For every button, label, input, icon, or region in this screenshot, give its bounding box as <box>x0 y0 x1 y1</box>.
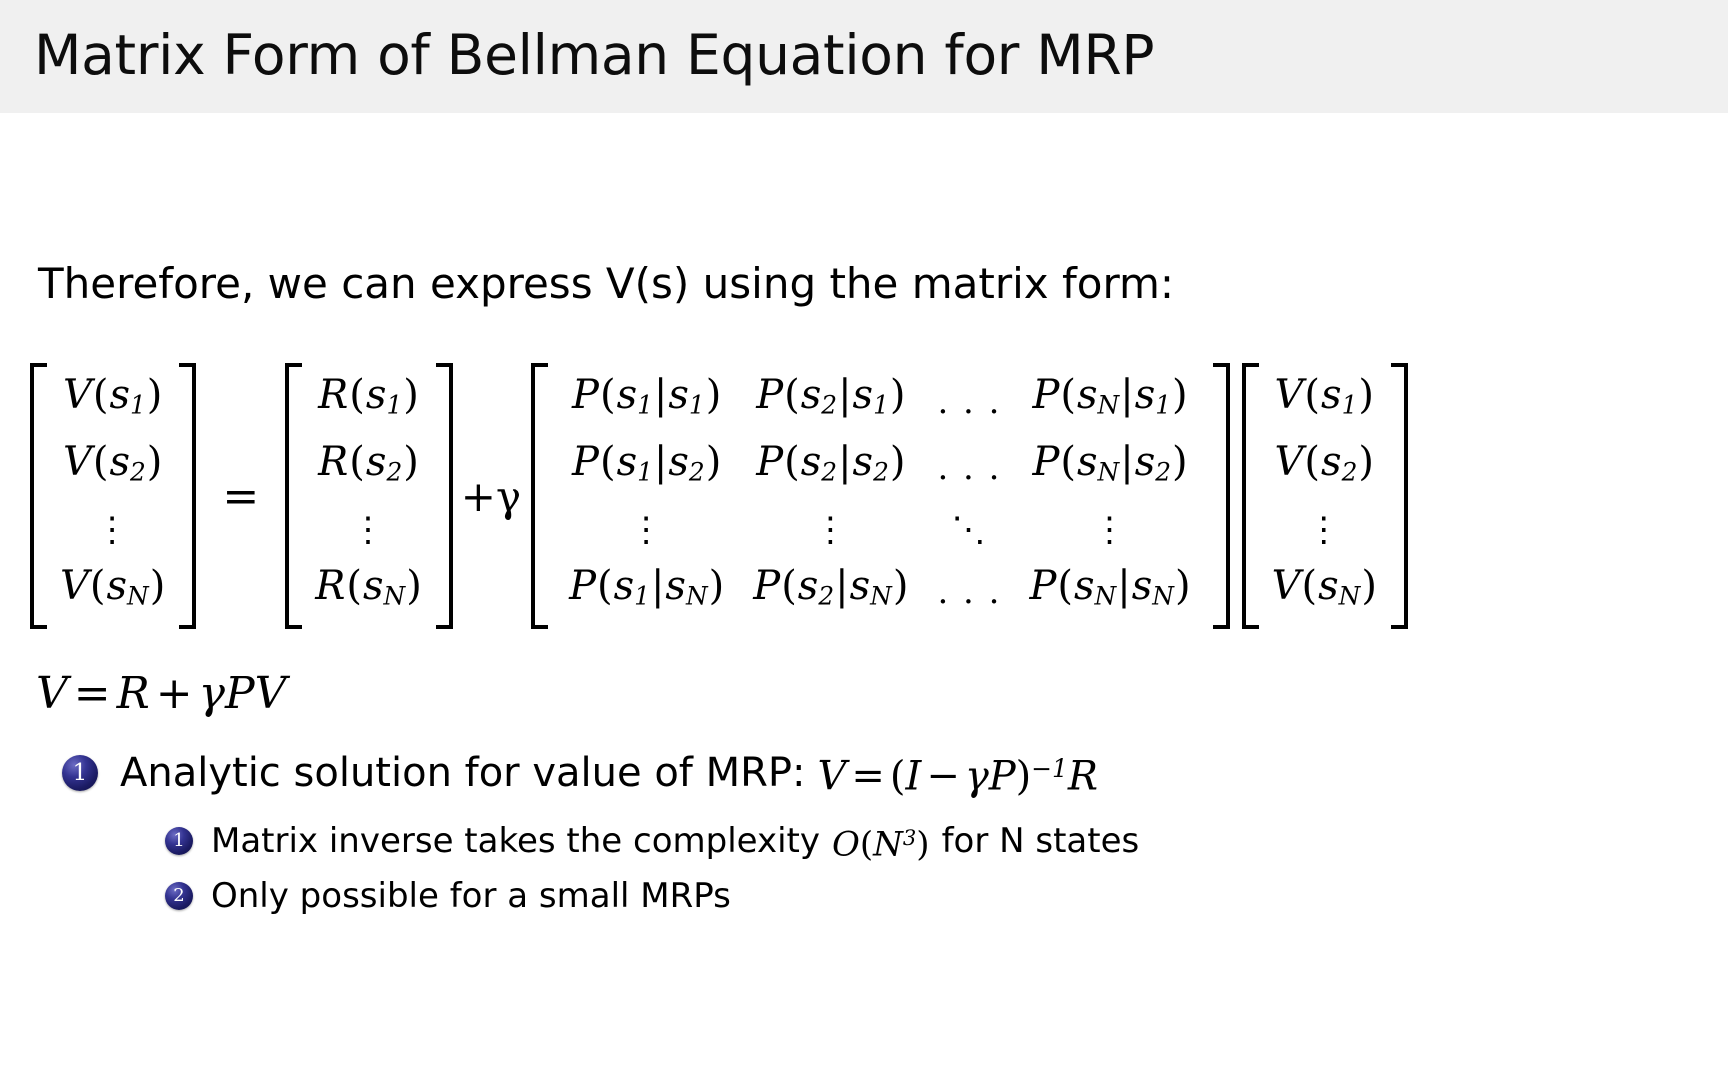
rhs-value-vector: V(s1) V(s2) ⋮ V(sN) <box>1241 363 1408 630</box>
complexity-formula: O(N3) <box>831 824 930 865</box>
transition-probability-matrix: P(s1|s1) P(s2|s1) . . . P(sN|s1) P(s1|s2… <box>531 363 1230 630</box>
compact-eq-lhs: V <box>36 668 68 719</box>
matrix-cell: R(s2) <box>318 438 419 487</box>
lhs-value-vector: V(s1) V(s2) ⋮ V(sN) <box>30 363 197 630</box>
matrix-cell-vdots: ⋮ <box>1306 510 1343 551</box>
matrix-cell-cdots: . . . <box>937 447 1002 488</box>
matrix-cell: V(s2) <box>1274 438 1374 487</box>
matrix-cell: V(s1) <box>62 372 163 420</box>
table-row: ⋮ ⋮ ⋱ ⋮ <box>555 500 1205 558</box>
matrix-cell-vdots: ⋮ <box>1092 510 1129 551</box>
matrix-cell-vdots: ⋮ <box>351 510 387 551</box>
equals-sign: = <box>222 470 260 522</box>
enumerate-bullet-1-2-icon: 2 <box>165 882 193 910</box>
intro-text: Therefore, we can express V(s) using the… <box>38 259 1175 308</box>
plus-gamma-operator: +γ <box>460 471 522 521</box>
matrix-cell: V(sN) <box>1271 563 1377 611</box>
matrix-cell: V(sN) <box>60 563 166 611</box>
matrix-cell: V(s1) <box>1274 372 1374 420</box>
table-row: P(s1|s2) P(s2|s2) . . . P(sN|s2) <box>555 434 1205 500</box>
matrix-cell-ddots: ⋱ <box>951 510 988 551</box>
matrix-cell: P(s2|s1) <box>756 372 906 420</box>
matrix-cell-vdots: ⋮ <box>813 510 850 551</box>
table-row: P(s1|sN) P(s2|sN) . . . P(sN|sN) <box>555 558 1205 624</box>
matrix-cell: P(sN|s1) <box>1032 372 1188 420</box>
list-item-label: Matrix inverse takes the complexity <box>211 821 820 862</box>
enumerate-bullet-1-1-icon: 1 <box>165 827 193 856</box>
page-title: Matrix Form of Bellman Equation for MRP <box>34 23 1155 87</box>
list-item: 2 Only possible for a small MRPs <box>165 873 731 919</box>
matrix-cell: P(s1|s2) <box>572 438 722 487</box>
table-row: P(s1|s1) P(s2|s1) . . . P(sN|s1) <box>555 367 1205 433</box>
matrix-cell: R(sN) <box>315 563 422 611</box>
matrix-cell: P(sN|s2) <box>1032 438 1188 487</box>
list-item-label: Only possible for a small MRPs <box>211 876 731 916</box>
matrix-cell: P(s1|s1) <box>572 372 722 420</box>
matrix-cell-cdots: . . . <box>937 381 1002 422</box>
matrix-cell-vdots: ⋮ <box>629 510 666 551</box>
compact-eq-gamma: γ <box>198 668 225 719</box>
matrix-cell: P(s2|s2) <box>756 438 906 487</box>
matrix-cell: P(s2|sN) <box>753 563 909 611</box>
matrix-cell-cdots: . . . <box>937 572 1002 613</box>
matrix-cell-vdots: ⋮ <box>95 510 132 551</box>
matrix-cell: V(s2) <box>62 438 163 487</box>
list-item: 1 Analytic solution for value of MRP: V =… <box>62 743 1098 802</box>
slide-body: Therefore, we can express V(s) using the… <box>0 113 1728 1080</box>
enumerate-bullet-1-icon: 1 <box>62 754 98 791</box>
list-item-label: Analytic solution for value of MRP: <box>120 749 806 796</box>
compact-eq-equals: = <box>73 668 111 719</box>
analytic-solution-formula: V = (I − γP)−1R <box>817 753 1098 800</box>
list-item-label-suffix: for N states <box>941 821 1140 862</box>
compact-eq-plus: + <box>155 668 193 719</box>
matrix-equation: V(s1) V(s2) ⋮ V(sN) = R(s1) R(s2) ⋮ R(sN… <box>30 361 1408 631</box>
slide-header-bar: Matrix Form of Bellman Equation for MRP <box>0 0 1728 113</box>
matrix-cell: R(s1) <box>318 372 419 420</box>
compact-bellman-equation: V = R + γPV <box>36 668 286 719</box>
matrix-cell: P(s1|sN) <box>569 563 725 611</box>
compact-eq-pv: PV <box>224 668 287 719</box>
list-item: 1 Matrix inverse takes the complexity O(… <box>165 815 1139 868</box>
compact-eq-r: R <box>116 668 150 719</box>
reward-vector: R(s1) R(s2) ⋮ R(sN) <box>285 363 453 630</box>
matrix-cell: P(sN|sN) <box>1029 563 1191 611</box>
